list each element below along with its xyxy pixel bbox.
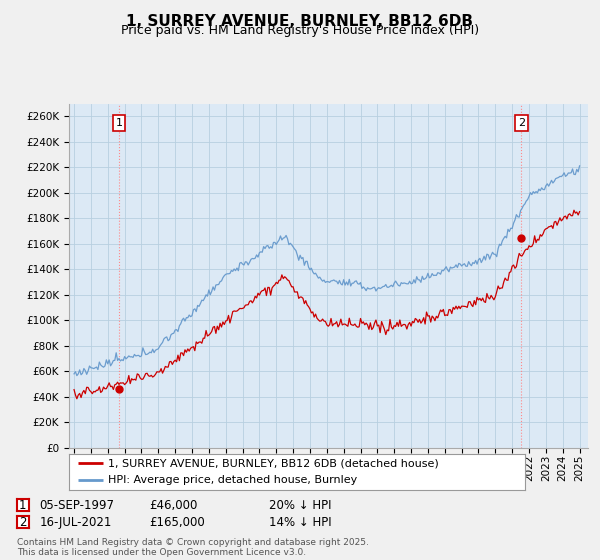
Text: 1, SURREY AVENUE, BURNLEY, BB12 6DB (detached house): 1, SURREY AVENUE, BURNLEY, BB12 6DB (det… (108, 459, 439, 468)
Text: Contains HM Land Registry data © Crown copyright and database right 2025.
This d: Contains HM Land Registry data © Crown c… (17, 538, 368, 557)
Text: 2: 2 (19, 516, 26, 529)
Text: 20% ↓ HPI: 20% ↓ HPI (269, 499, 331, 512)
Text: 05-SEP-1997: 05-SEP-1997 (40, 499, 115, 512)
Text: 1: 1 (19, 499, 26, 512)
Text: 2: 2 (518, 118, 525, 128)
Text: 14% ↓ HPI: 14% ↓ HPI (269, 516, 331, 529)
Text: 1, SURREY AVENUE, BURNLEY, BB12 6DB: 1, SURREY AVENUE, BURNLEY, BB12 6DB (127, 14, 473, 29)
Text: 16-JUL-2021: 16-JUL-2021 (40, 516, 112, 529)
Text: Price paid vs. HM Land Registry's House Price Index (HPI): Price paid vs. HM Land Registry's House … (121, 24, 479, 37)
Text: £165,000: £165,000 (149, 516, 205, 529)
Text: 1: 1 (116, 118, 122, 128)
Text: £46,000: £46,000 (149, 499, 197, 512)
Text: HPI: Average price, detached house, Burnley: HPI: Average price, detached house, Burn… (108, 475, 357, 485)
